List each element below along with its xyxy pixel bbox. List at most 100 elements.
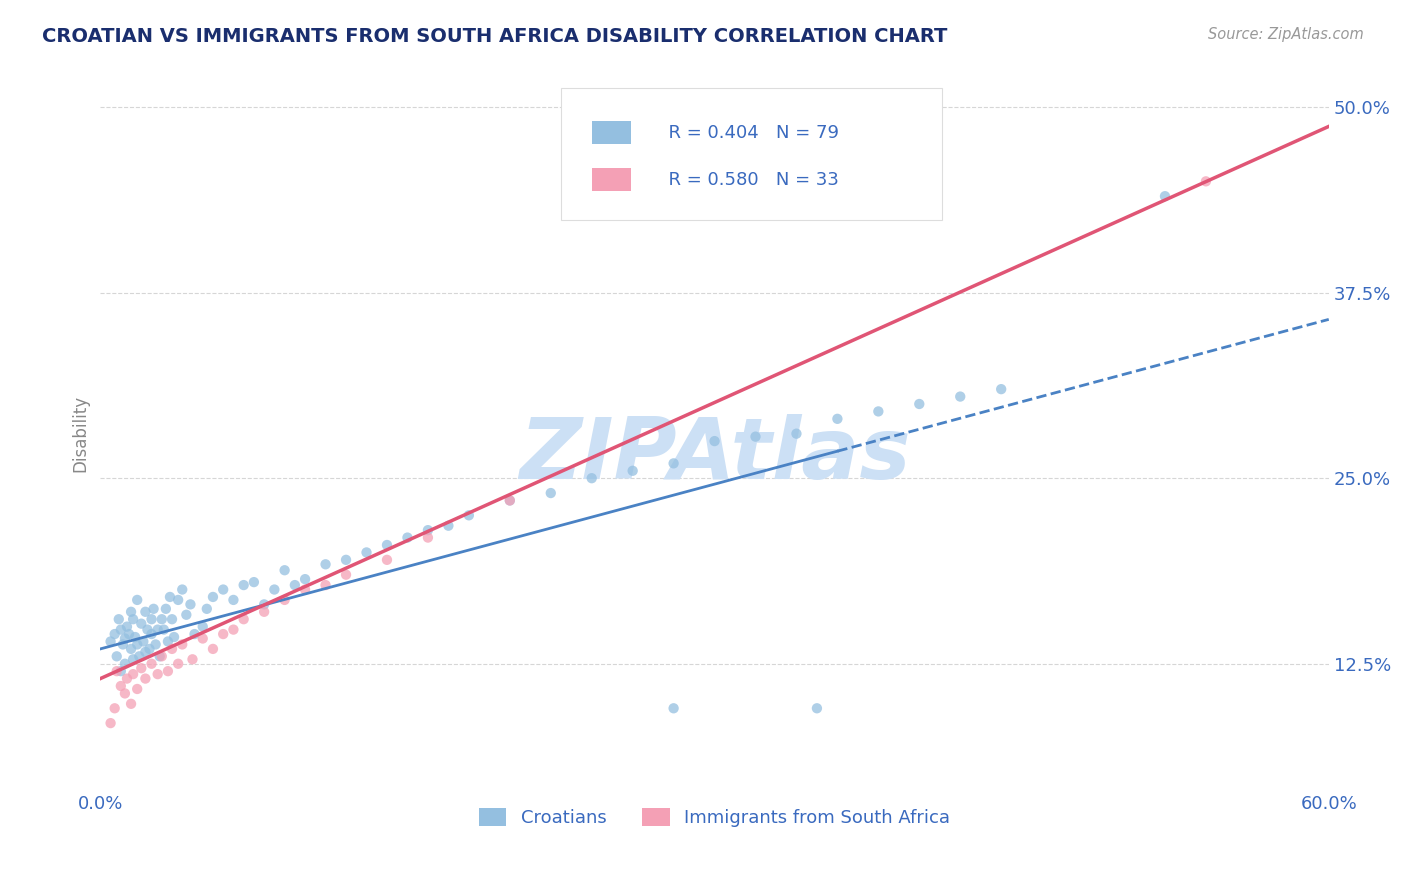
Point [104, 627, 127, 641]
Point [110, 679, 132, 693]
Point [396, 531, 419, 545]
Point [146, 667, 169, 681]
Point [150, 612, 173, 626]
Point [315, 558, 337, 572]
Point [122, 612, 145, 626]
Point [201, 641, 224, 656]
Point [222, 593, 245, 607]
Point [136, 623, 159, 637]
Point [110, 664, 132, 678]
Point [191, 632, 214, 646]
Point [243, 575, 266, 590]
Point [104, 701, 127, 715]
Point [150, 649, 173, 664]
Point [263, 582, 285, 597]
Point [114, 657, 136, 671]
Point [806, 701, 828, 715]
Point [120, 697, 142, 711]
Point [155, 602, 177, 616]
Point [212, 582, 235, 597]
Point [134, 605, 156, 619]
Point [191, 620, 214, 634]
Point [294, 572, 316, 586]
Point [212, 627, 235, 641]
Point [201, 590, 224, 604]
Point [375, 553, 398, 567]
Point [132, 634, 155, 648]
Point [141, 627, 163, 641]
Point [437, 518, 460, 533]
Point [356, 545, 378, 559]
Point [232, 612, 254, 626]
Point [990, 382, 1012, 396]
Point [253, 598, 276, 612]
Point [621, 464, 644, 478]
Point [416, 531, 439, 545]
Point [149, 649, 172, 664]
Point [662, 701, 685, 715]
Point [167, 593, 190, 607]
Point [908, 397, 931, 411]
Point [146, 623, 169, 637]
Point [114, 632, 136, 646]
Point [107, 612, 129, 626]
Point [581, 471, 603, 485]
Point [134, 645, 156, 659]
Point [416, 523, 439, 537]
Point [120, 605, 142, 619]
Point [156, 634, 179, 648]
Point [142, 602, 165, 616]
Point [124, 630, 146, 644]
Point [273, 593, 295, 607]
Point [122, 652, 145, 666]
Y-axis label: Disability: Disability [72, 395, 89, 472]
Point [141, 612, 163, 626]
Point [120, 641, 142, 656]
Point [129, 616, 152, 631]
Point [127, 593, 149, 607]
Point [179, 598, 201, 612]
Point [703, 434, 725, 449]
Point [744, 430, 766, 444]
Point [181, 652, 204, 666]
Point [153, 623, 176, 637]
Point [1154, 189, 1177, 203]
Point [129, 661, 152, 675]
Point [100, 716, 122, 731]
Point [159, 590, 181, 604]
Point [138, 641, 160, 656]
Point [232, 578, 254, 592]
Point [105, 649, 128, 664]
Point [167, 657, 190, 671]
Point [827, 412, 849, 426]
Point [145, 637, 167, 651]
Point [499, 493, 522, 508]
Point [183, 627, 205, 641]
Point [118, 627, 141, 641]
Point [110, 623, 132, 637]
Point [172, 582, 194, 597]
Point [785, 426, 807, 441]
Point [195, 602, 218, 616]
Point [163, 630, 186, 644]
Point [100, 634, 122, 648]
Point [160, 641, 183, 656]
Point [949, 390, 972, 404]
Point [315, 578, 337, 592]
Point [115, 620, 138, 634]
Point [128, 649, 150, 664]
Point [253, 605, 276, 619]
Text: R = 0.580   N = 33: R = 0.580 N = 33 [657, 171, 839, 189]
FancyBboxPatch shape [592, 169, 631, 191]
Point [375, 538, 398, 552]
Point [335, 567, 357, 582]
Point [141, 657, 163, 671]
Point [127, 637, 149, 651]
Text: Source: ZipAtlas.com: Source: ZipAtlas.com [1208, 27, 1364, 42]
Point [284, 578, 307, 592]
Text: R = 0.404   N = 79: R = 0.404 N = 79 [657, 124, 839, 142]
Point [114, 686, 136, 700]
Point [868, 404, 890, 418]
Point [457, 508, 479, 523]
Point [111, 637, 134, 651]
